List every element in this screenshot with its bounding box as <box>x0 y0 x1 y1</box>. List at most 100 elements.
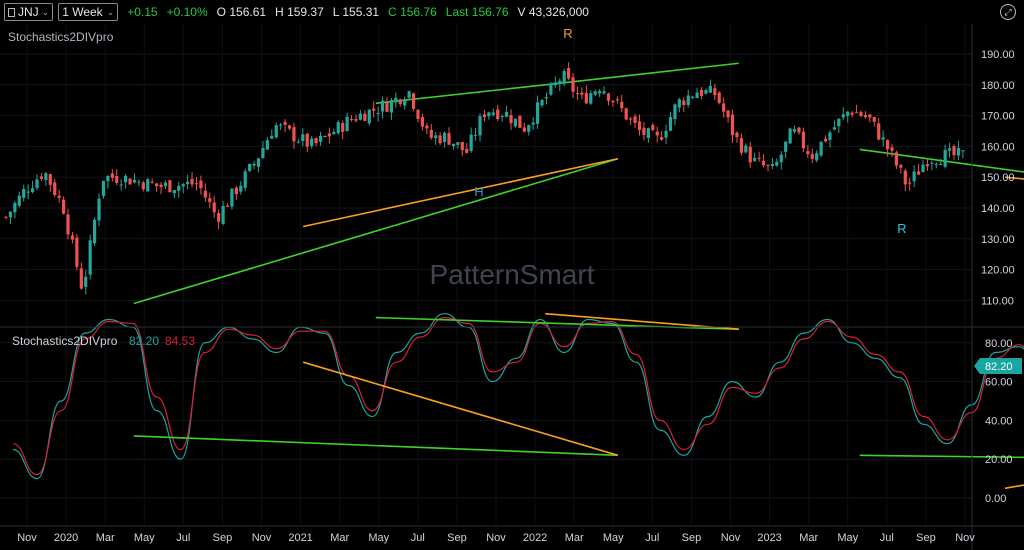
candle-body[interactable] <box>79 268 83 289</box>
candle-body[interactable] <box>770 164 774 166</box>
candle-body[interactable] <box>908 182 912 184</box>
candle-body[interactable] <box>66 214 70 235</box>
candle-body[interactable] <box>677 99 681 108</box>
candle-body[interactable] <box>287 125 292 129</box>
candle-body[interactable] <box>119 184 123 186</box>
candle-body[interactable] <box>487 112 491 117</box>
candle-body[interactable] <box>318 135 323 142</box>
candle-body[interactable] <box>691 96 695 98</box>
candle-body[interactable] <box>509 114 513 124</box>
candle-body[interactable] <box>496 109 500 120</box>
candle-body[interactable] <box>863 115 868 118</box>
candle-body[interactable] <box>885 140 890 150</box>
candle-body[interactable] <box>571 77 575 92</box>
candle-body[interactable] <box>589 93 593 104</box>
candle-body[interactable] <box>673 104 677 120</box>
candle-body[interactable] <box>150 181 154 183</box>
candle-body[interactable] <box>314 138 318 144</box>
candle-body[interactable] <box>611 100 615 103</box>
candle-body[interactable] <box>536 102 540 124</box>
price-trendline-green[interactable] <box>545 62 739 86</box>
candle-body[interactable] <box>735 132 739 138</box>
candle-body[interactable] <box>580 92 584 95</box>
candle-body[interactable] <box>482 114 487 118</box>
candle-body[interactable] <box>248 163 252 171</box>
candle-body[interactable] <box>256 158 261 167</box>
candle-body[interactable] <box>310 138 314 146</box>
candle-body[interactable] <box>682 100 686 106</box>
candle-body[interactable] <box>598 91 602 94</box>
candle-body[interactable] <box>385 101 389 112</box>
candle-body[interactable] <box>411 93 416 109</box>
candle-body[interactable] <box>416 109 420 120</box>
candle-body[interactable] <box>252 163 256 166</box>
candle-body[interactable] <box>442 132 447 143</box>
candle-body[interactable] <box>212 202 216 213</box>
candle-body[interactable] <box>203 190 207 198</box>
candle-body[interactable] <box>708 85 712 93</box>
candle-body[interactable] <box>460 141 464 151</box>
candle-body[interactable] <box>168 180 172 193</box>
candle-body[interactable] <box>35 179 39 188</box>
candle-body[interactable] <box>739 138 743 153</box>
candle-body[interactable] <box>181 184 185 187</box>
candle-body[interactable] <box>704 90 708 94</box>
candle-body[interactable] <box>465 148 469 153</box>
candle-body[interactable] <box>877 123 881 140</box>
candle-body[interactable] <box>544 97 549 99</box>
candle-body[interactable] <box>292 127 296 142</box>
candle-body[interactable] <box>815 153 819 161</box>
price-trendline-orange[interactable] <box>303 157 618 228</box>
candle-body[interactable] <box>372 108 376 111</box>
candle-body[interactable] <box>930 162 934 164</box>
candle-body[interactable] <box>806 151 810 155</box>
candle-body[interactable] <box>726 110 730 118</box>
candle-body[interactable] <box>686 95 690 105</box>
candle-body[interactable] <box>593 91 597 95</box>
candle-body[interactable] <box>407 91 411 98</box>
candle-body[interactable] <box>757 157 761 159</box>
candle-body[interactable] <box>22 188 26 198</box>
candle-body[interactable] <box>717 92 721 103</box>
candle-body[interactable] <box>664 130 668 138</box>
candle-body[interactable] <box>61 199 66 214</box>
candle-body[interactable] <box>606 93 611 101</box>
candle-body[interactable] <box>947 148 952 151</box>
candle-body[interactable] <box>389 100 394 113</box>
candle-body[interactable] <box>265 140 269 150</box>
candle-body[interactable] <box>349 118 354 120</box>
candle-body[interactable] <box>894 152 899 166</box>
candle-body[interactable] <box>779 154 783 163</box>
candle-body[interactable] <box>274 125 278 138</box>
candle-body[interactable] <box>899 164 903 168</box>
candle-body[interactable] <box>403 100 407 106</box>
candle-body[interactable] <box>155 183 159 187</box>
candle-body[interactable] <box>336 122 340 134</box>
candle-body[interactable] <box>939 163 943 165</box>
candle-body[interactable] <box>101 180 106 196</box>
candle-body[interactable] <box>57 195 61 198</box>
candle-body[interactable] <box>823 138 828 142</box>
candle-body[interactable] <box>363 113 367 121</box>
candle-body[interactable] <box>567 68 571 79</box>
candle-body[interactable] <box>305 133 309 147</box>
candle-body[interactable] <box>39 176 44 179</box>
candle-body[interactable] <box>748 146 752 163</box>
candle-body[interactable] <box>115 176 119 183</box>
candle-body[interactable] <box>540 100 544 106</box>
candle-body[interactable] <box>194 183 199 185</box>
candle-body[interactable] <box>354 119 358 121</box>
candle-body[interactable] <box>912 171 916 182</box>
stoch-trendline-green[interactable] <box>133 435 618 457</box>
candle-body[interactable] <box>75 237 79 267</box>
timeframe-selector[interactable]: 1 Week ⌄ <box>58 3 119 21</box>
candle-body[interactable] <box>283 121 287 125</box>
candle-body[interactable] <box>279 124 283 126</box>
candle-body[interactable] <box>380 100 385 112</box>
candle-body[interactable] <box>128 178 132 185</box>
candle-body[interactable] <box>513 118 518 127</box>
candle-body[interactable] <box>916 171 921 175</box>
candle-body[interactable] <box>527 125 531 132</box>
candle-body[interactable] <box>837 118 841 127</box>
candle-body[interactable] <box>296 141 300 143</box>
